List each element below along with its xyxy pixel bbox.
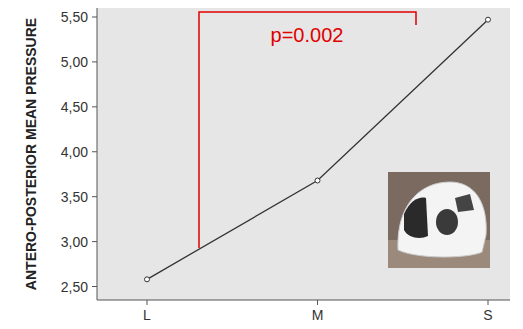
y-tick-label: 5,00 [61,54,88,70]
series [145,17,491,282]
y-tick [92,196,97,197]
y-axis-label: ANTERO-POSTERIOR MEAN PRESSURE [23,18,39,290]
plot-background [97,8,510,300]
x-tick-label: L [143,307,151,323]
x-tick [317,300,318,305]
point [315,178,320,183]
photo-background [388,172,490,268]
point [486,17,491,22]
y-tick-label: 3,00 [61,234,88,250]
point [145,277,150,282]
y-tick [92,286,97,287]
x-tick [147,300,148,305]
x-tick-label: M [312,307,324,323]
y-tick [92,16,97,17]
y-tick-label: 4,50 [61,99,88,115]
line [147,20,488,280]
chart-root: 2,50 3,00 3,50 4,00 4,50 5,00 5,50 L M S ANTERO-PO… [0,0,523,329]
annotation: p=0.002 [271,24,344,46]
y-axis-line [97,8,98,300]
helmet-vent [455,194,474,212]
y-tick-label: 5,50 [61,9,88,25]
x-tick-label: S [483,307,492,323]
y-tick [92,241,97,242]
helmet-visor [404,198,428,238]
y-tick [92,61,97,62]
y-tick-label: 4,00 [61,144,88,160]
y-tick [92,151,97,152]
chart: 2,50 3,00 3,50 4,00 4,50 5,00 5,50 L M S ANTERO-PO… [0,0,523,329]
x-tick [488,300,489,305]
y-tick-label: 3,50 [61,189,88,205]
y-tick [92,106,97,107]
helmet-shell [398,182,486,257]
significance-bracket [199,12,416,248]
y-tick-label: 2,50 [61,279,88,295]
x-axis-line [97,300,510,301]
helmet-photo [388,172,490,268]
helmet-vent [436,209,458,235]
